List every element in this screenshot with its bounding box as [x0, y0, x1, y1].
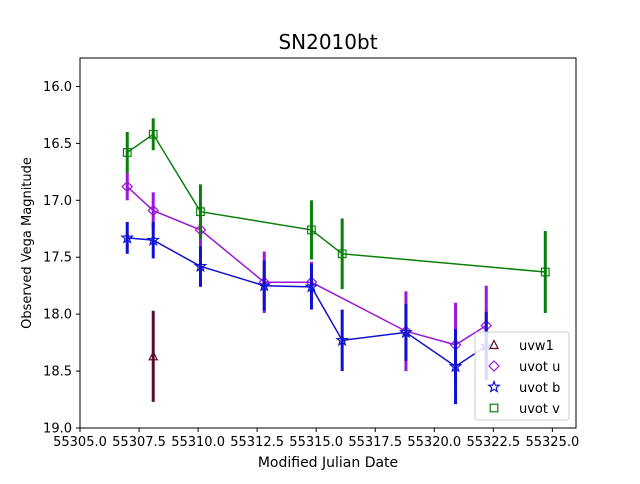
- y-tick-label: 18.5: [43, 365, 72, 380]
- data-point-uvot-v: [196, 207, 205, 217]
- data-point-uvot-v: [540, 267, 550, 277]
- data-point-uvot-v: [307, 225, 316, 235]
- y-tick-label: 17.0: [43, 194, 72, 209]
- legend-label: uvot v: [519, 402, 560, 417]
- data-point-uvot-u: [147, 204, 160, 217]
- data-point-uvot-b: [448, 359, 463, 373]
- legend-marker: [488, 360, 500, 372]
- data-point-uvot-b: [120, 230, 135, 244]
- series-uvot-v: [122, 118, 550, 314]
- legend-label: uvot u: [519, 360, 560, 375]
- y-tick-label: 18.0: [43, 308, 72, 323]
- chart-title: SN2010bt: [278, 30, 377, 54]
- legend-box: [474, 331, 570, 421]
- data-point-uvot-b: [146, 232, 161, 246]
- y-tick-label: 19.0: [43, 422, 72, 437]
- data-point-uvot-b: [304, 279, 319, 293]
- data-point-uvw1: [148, 350, 159, 361]
- x-tick-label: 55317.5: [348, 435, 402, 450]
- x-tick-label: 55307.5: [112, 435, 166, 450]
- y-tick-label: 17.5: [43, 251, 72, 266]
- plot-frame: [79, 57, 577, 429]
- data-point-uvot-u: [121, 180, 134, 193]
- x-axis-label: Modified Julian Date: [258, 455, 398, 471]
- series-line-uvot-u: [126, 186, 487, 346]
- series-uvw1: [148, 310, 159, 402]
- legend-marker: [489, 339, 499, 350]
- series-uvot-b: [120, 221, 494, 405]
- data-point-uvot-v: [337, 249, 347, 259]
- y-axis-label: Observed Vega Magnitude: [20, 157, 35, 329]
- y-tick-label: 16.0: [43, 80, 72, 95]
- legend: uvw1 uvot u uvot b uvot v: [474, 331, 570, 421]
- x-tick-label: 55320.0: [407, 435, 461, 450]
- legend-marker: [489, 403, 499, 413]
- legend-label: uvw1: [519, 339, 554, 354]
- data-point-uvot-v: [148, 129, 158, 139]
- data-point-uvot-b: [193, 259, 208, 273]
- x-tick-label: 55325.0: [525, 435, 579, 450]
- x-tick-label: 55305.0: [53, 435, 107, 450]
- data-point-uvot-b: [257, 278, 272, 292]
- legend-label: uvot b: [519, 381, 560, 396]
- axis-layer: 55305.0 55307.5 55310.0 55312.5 55315.0 55317…: [43, 80, 579, 450]
- x-tick-label: 55312.5: [230, 435, 284, 450]
- x-tick-label: 55322.5: [466, 435, 520, 450]
- data-point-uvot-v: [122, 148, 132, 157]
- y-tick-label: 16.5: [43, 137, 72, 152]
- data-point-uvot-b: [335, 333, 350, 347]
- x-tick-label: 55310.0: [171, 435, 225, 450]
- x-tick-label: 55315.0: [289, 435, 343, 450]
- data-point-uvot-b: [399, 325, 413, 339]
- legend-marker: [487, 379, 501, 393]
